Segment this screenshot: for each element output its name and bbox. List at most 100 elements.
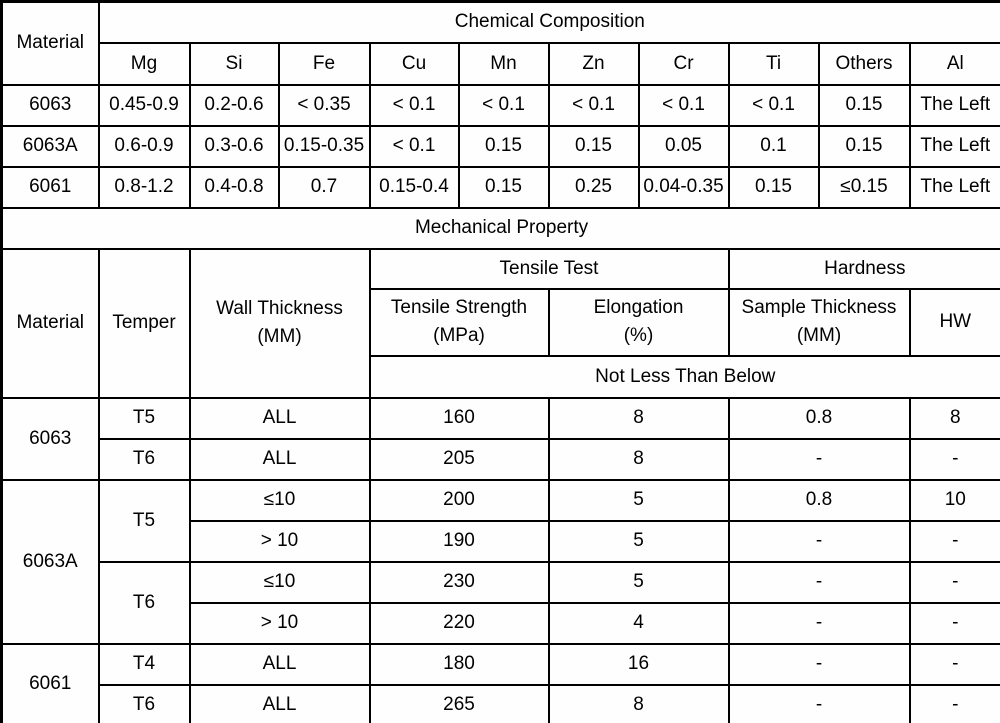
temper-cell: T5 — [97, 396, 191, 440]
ti-cell: 0.15 — [727, 165, 820, 209]
hw-cell: - — [908, 437, 1000, 481]
mech-wall-thickness-header: Wall Thickness (MM) — [188, 247, 371, 399]
wall-thickness-cell: ALL — [188, 437, 371, 481]
chem-col-header-cr: Cr — [637, 41, 730, 86]
tensile-strength-cell: 190 — [368, 519, 550, 563]
table-row: 6063A 0.6-0.9 0.3-0.6 0.15-0.35 < 0.1 0.… — [0, 124, 1000, 168]
tensile-strength-unit: (MPa) — [433, 325, 485, 346]
sample-thickness-cell: 0.8 — [727, 478, 911, 522]
chem-section-title: Chemical Composition — [97, 0, 1000, 44]
tensile-test-header: Tensile Test — [368, 247, 730, 290]
elongation-cell: 8 — [547, 437, 730, 481]
table-row: T6 ALL 265 8 - - — [2, 683, 1000, 723]
hw-header: HW — [908, 287, 1000, 357]
material-cell: 6061 — [0, 165, 100, 209]
chem-material-header: Material — [0, 0, 100, 86]
hw-cell: - — [908, 519, 1000, 563]
not-less-than-note: Not Less Than Below — [368, 354, 1000, 399]
tensile-strength-cell: 220 — [368, 601, 550, 645]
elongation-cell: 5 — [547, 519, 730, 563]
chem-col-header-zn: Zn — [547, 41, 640, 86]
tensile-strength-label: Tensile Strength — [390, 297, 528, 319]
elongation-cell: 8 — [547, 396, 730, 440]
mechanical-property-section: Mechanical Property Material Temper Wall… — [0, 206, 1000, 723]
chem-col-header-others: Others — [817, 41, 911, 86]
wall-thickness-cell: ALL — [188, 683, 371, 723]
al-cell: The Left — [908, 83, 1000, 127]
material-cell: 6063A — [0, 478, 100, 645]
mech-section-title: Mechanical Property — [0, 206, 1000, 250]
cr-cell: 0.05 — [637, 124, 730, 168]
sample-thickness-cell: - — [727, 519, 911, 563]
elongation-cell: 8 — [547, 683, 730, 723]
elongation-header: Elongation (%) — [547, 287, 730, 357]
temper-cell: T6 — [97, 560, 191, 645]
sample-thickness-label: Sample Thickness — [741, 297, 897, 319]
si-cell: 0.4-0.8 — [188, 165, 280, 209]
others-cell: 0.15 — [817, 83, 911, 127]
mn-cell: 0.15 — [457, 165, 550, 209]
sample-thickness-cell: 0.8 — [727, 396, 911, 440]
fe-cell: < 0.35 — [277, 83, 371, 127]
mech-temper-header: Temper — [97, 247, 191, 399]
temper-cell: T5 — [97, 478, 191, 563]
tensile-strength-cell: 265 — [368, 683, 550, 723]
table-row: > 10 220 4 - - — [2, 601, 1000, 645]
zn-cell: 0.25 — [547, 165, 640, 209]
tensile-strength-cell: 160 — [368, 396, 550, 440]
cu-cell: < 0.1 — [368, 124, 460, 168]
fe-cell: 0.7 — [277, 165, 371, 209]
mg-cell: 0.8-1.2 — [97, 165, 191, 209]
mg-cell: 0.45-0.9 — [97, 83, 191, 127]
elongation-cell: 5 — [547, 560, 730, 604]
mn-cell: 0.15 — [457, 124, 550, 168]
others-cell: 0.15 — [817, 124, 911, 168]
elongation-unit: (%) — [623, 325, 654, 346]
al-cell: The Left — [908, 124, 1000, 168]
zn-cell: < 0.1 — [547, 83, 640, 127]
hw-cell: - — [908, 560, 1000, 604]
table-row: T6 ≤10 230 5 - - — [2, 560, 1000, 645]
material-cell: 6063 — [0, 396, 100, 481]
chem-col-header-mg: Mg — [97, 41, 191, 86]
others-cell: ≤0.15 — [817, 165, 911, 209]
zn-cell: 0.15 — [547, 124, 640, 168]
ti-cell: < 0.1 — [727, 83, 820, 127]
table-row: T6 ALL 205 8 - - — [2, 437, 1000, 481]
chem-col-header-ti: Ti — [727, 41, 820, 86]
material-cell: 6061 — [0, 642, 100, 723]
al-cell: The Left — [908, 165, 1000, 209]
cu-cell: < 0.1 — [368, 83, 460, 127]
mn-cell: < 0.1 — [457, 83, 550, 127]
wall-thickness-cell: ≤10 — [188, 478, 371, 522]
hw-cell: - — [908, 601, 1000, 645]
si-cell: 0.3-0.6 — [188, 124, 280, 168]
chem-col-header-fe: Fe — [277, 41, 371, 86]
chemical-composition-section: Material Chemical Composition Mg Si Fe C… — [0, 0, 1000, 209]
wall-thickness-unit: (MM) — [257, 326, 302, 347]
tensile-strength-header: Tensile Strength (MPa) — [368, 287, 550, 357]
hw-cell: 8 — [908, 396, 1000, 440]
wall-thickness-cell: > 10 — [188, 519, 371, 563]
sample-thickness-cell: - — [727, 560, 911, 604]
wall-thickness-cell: ≤10 — [188, 560, 371, 604]
wall-thickness-cell: ALL — [188, 396, 371, 440]
hw-cell: 10 — [908, 478, 1000, 522]
table-row: > 10 190 5 - - — [2, 519, 1000, 563]
hardness-header: Hardness — [727, 247, 1000, 290]
table-row: 6063 T5 ALL 160 8 0.8 8 — [0, 396, 1000, 481]
sample-thickness-cell: - — [727, 642, 911, 686]
fe-cell: 0.15-0.35 — [277, 124, 371, 168]
table-row: 6061 T4 ALL 180 16 - - — [0, 642, 1000, 723]
mech-material-header: Material — [0, 247, 100, 399]
table-row: 6063 0.45-0.9 0.2-0.6 < 0.35 < 0.1 < 0.1… — [0, 83, 1000, 127]
elongation-label: Elongation — [593, 297, 684, 319]
chem-col-header-mn: Mn — [457, 41, 550, 86]
tensile-strength-cell: 230 — [368, 560, 550, 604]
temper-cell: T6 — [97, 683, 191, 723]
sample-thickness-unit: (MM) — [796, 325, 842, 346]
sample-thickness-cell: - — [727, 601, 911, 645]
elongation-cell: 4 — [547, 601, 730, 645]
